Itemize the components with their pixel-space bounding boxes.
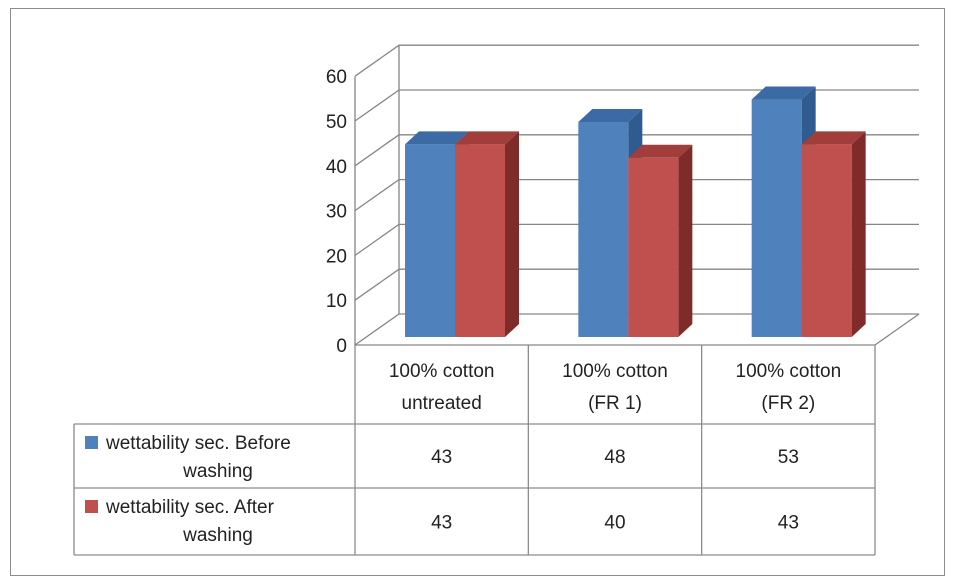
category-label: (FR 1) — [588, 393, 642, 414]
series-name: wettability sec. After — [105, 497, 275, 518]
category-label: 100% cotton — [562, 361, 668, 382]
bar-front — [628, 157, 679, 337]
bar-after-1 — [455, 131, 519, 337]
gridline — [354, 44, 919, 77]
y-tick-label: 40 — [326, 157, 347, 178]
bar-front — [578, 121, 629, 338]
bar-side — [505, 131, 519, 337]
bar-top — [751, 86, 816, 100]
bar-side — [678, 144, 693, 337]
bar-top — [405, 131, 469, 145]
y-tick-label: 20 — [326, 246, 347, 267]
data-value: 43 — [431, 513, 452, 534]
category-label: 100% cotton — [736, 361, 842, 382]
legend-key — [85, 436, 98, 449]
data-value: 43 — [431, 447, 452, 468]
bar-front — [405, 144, 455, 337]
data-value: 48 — [604, 447, 625, 468]
bar-top — [801, 131, 866, 145]
bars — [405, 86, 866, 338]
category-label: 100% cotton — [389, 361, 495, 382]
bar-side — [851, 131, 866, 337]
bar-top — [628, 144, 693, 158]
y-axis: 0 10 20 30 40 50 60 — [326, 67, 347, 357]
y-tick-label: 30 — [326, 202, 347, 223]
series-name: washing — [182, 525, 253, 546]
category-label: (FR 2) — [761, 393, 815, 414]
bar-top — [578, 108, 643, 122]
bar-front — [455, 144, 505, 337]
data-value: 43 — [778, 513, 799, 534]
data-value: 53 — [778, 447, 799, 468]
legend-key — [85, 500, 98, 513]
y-tick-label: 0 — [336, 336, 347, 357]
bar-before-3 — [751, 86, 816, 337]
bar-after-3 — [801, 131, 866, 337]
y-tick-label: 50 — [326, 112, 347, 133]
bar-top — [455, 131, 519, 145]
y-tick-label: 60 — [326, 67, 347, 88]
data-value: 40 — [604, 513, 625, 534]
series-name: wettability sec. Before — [105, 433, 291, 454]
category-label: untreated — [402, 393, 482, 414]
y-tick-label: 10 — [326, 291, 347, 312]
data-table: 100% cotton untreated 100% cotton (FR 1) 100… — [73, 345, 876, 556]
bar-front — [751, 99, 802, 337]
bar-front — [801, 144, 852, 337]
bar-after-2 — [628, 144, 693, 337]
gridlines — [354, 44, 920, 346]
series-name: washing — [182, 461, 253, 482]
